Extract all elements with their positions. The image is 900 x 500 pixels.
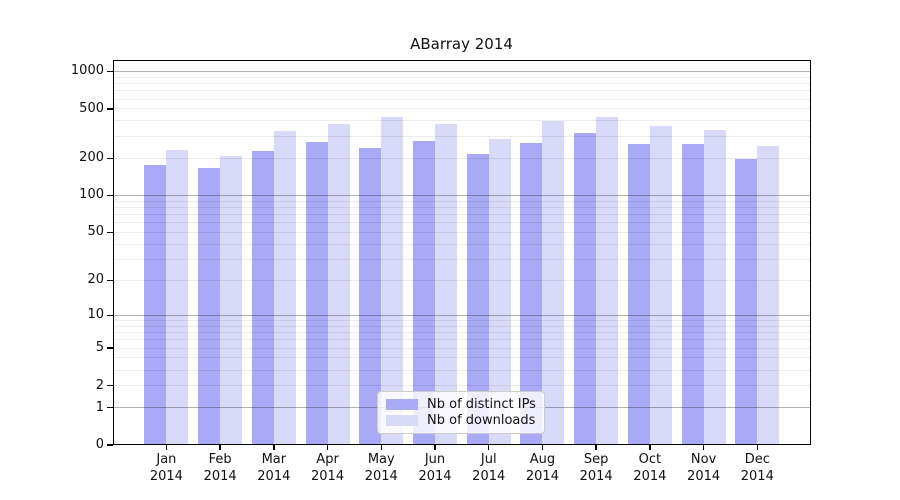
- y-tick-label: 50: [87, 224, 104, 240]
- x-tick-mark: [756, 445, 758, 450]
- bar-distinct-ips: [520, 143, 543, 444]
- y-tick-mark: [107, 157, 113, 159]
- y-tick-mark: [107, 347, 113, 349]
- bar-downloads: [488, 139, 511, 444]
- y-tick-label: 200: [79, 150, 104, 166]
- plot-area: [113, 60, 811, 445]
- bar-downloads: [273, 130, 296, 444]
- bar-distinct-ips: [198, 168, 221, 444]
- x-tick-mark: [434, 445, 436, 450]
- y-tick-label: 20: [87, 272, 104, 288]
- x-tick-label: Jun 2014: [418, 452, 452, 484]
- x-tick-label: Oct 2014: [633, 452, 667, 484]
- x-tick-label: Nov 2014: [687, 452, 721, 484]
- y-tick-label: 1: [95, 399, 104, 415]
- x-tick-mark: [380, 445, 382, 450]
- x-tick-label: Apr 2014: [311, 452, 345, 484]
- x-tick-mark: [541, 445, 544, 450]
- bar-downloads: [435, 124, 457, 444]
- x-tick-label: Mar 2014: [257, 452, 291, 484]
- bar-distinct-ips: [627, 144, 650, 444]
- y-tick-mark: [107, 384, 113, 387]
- bar-downloads: [703, 129, 726, 444]
- x-tick-label: Aug 2014: [525, 452, 559, 484]
- bars-layer: [114, 61, 810, 444]
- bar-downloads: [757, 146, 780, 444]
- y-tick-mark: [107, 231, 113, 234]
- bar-distinct-ips: [681, 144, 704, 444]
- legend-label-distinct-ips: Nb of distinct IPs: [427, 397, 536, 412]
- x-tick-mark: [649, 445, 651, 450]
- y-tick-mark: [107, 70, 113, 73]
- y-tick-label: 1000: [70, 63, 104, 79]
- legend-item-downloads: Nb of downloads: [386, 413, 536, 428]
- y-tick-mark: [107, 406, 113, 409]
- y-tick-mark: [107, 108, 113, 110]
- y-tick-label: 0: [95, 437, 104, 452]
- bar-distinct-ips: [359, 147, 382, 444]
- bar-distinct-ips: [144, 164, 167, 444]
- bar-downloads: [649, 126, 672, 444]
- x-tick-mark: [702, 445, 705, 450]
- x-tick-mark: [488, 445, 490, 450]
- y-tick-mark: [107, 314, 113, 317]
- legend-swatch-downloads: [386, 415, 418, 426]
- y-tick-label: 100: [79, 187, 104, 203]
- x-tick-label: Feb 2014: [203, 452, 237, 484]
- bar-distinct-ips: [574, 132, 597, 444]
- x-tick-mark: [595, 445, 597, 450]
- y-tick-label: 10: [87, 307, 104, 323]
- x-tick-mark: [273, 445, 275, 450]
- chart-title: ABarray 2014: [410, 35, 513, 53]
- bar-downloads: [327, 123, 350, 444]
- bar-distinct-ips: [735, 158, 758, 444]
- bar-downloads: [596, 117, 619, 444]
- bar-downloads: [542, 120, 565, 444]
- x-tick-label: Jan 2014: [149, 452, 183, 484]
- x-tick-mark: [165, 445, 168, 450]
- x-tick-label: Sep 2014: [579, 452, 613, 484]
- bar-distinct-ips: [466, 153, 489, 444]
- legend: Nb of distinct IPs Nb of downloads: [377, 391, 545, 434]
- bar-downloads: [381, 116, 404, 444]
- legend-swatch-distinct-ips: [386, 399, 418, 410]
- x-tick-label: Jul 2014: [472, 452, 506, 484]
- y-tick-label: 5: [95, 340, 104, 356]
- bar-downloads: [166, 149, 189, 444]
- legend-label-downloads: Nb of downloads: [427, 413, 536, 428]
- x-tick-mark: [326, 445, 329, 450]
- x-tick-mark: [219, 445, 221, 450]
- y-tick-mark: [107, 444, 113, 446]
- x-tick-label: May 2014: [364, 452, 398, 484]
- bar-distinct-ips: [251, 150, 274, 444]
- bar-distinct-ips: [305, 142, 328, 444]
- bar-downloads: [220, 155, 243, 444]
- y-tick-label: 2: [95, 377, 104, 393]
- bar-distinct-ips: [413, 140, 435, 444]
- y-tick-mark: [107, 279, 113, 282]
- y-tick-mark: [107, 194, 113, 197]
- legend-item-distinct-ips: Nb of distinct IPs: [386, 397, 536, 412]
- y-tick-label: 500: [79, 100, 104, 116]
- x-tick-label: Dec 2014: [740, 452, 774, 484]
